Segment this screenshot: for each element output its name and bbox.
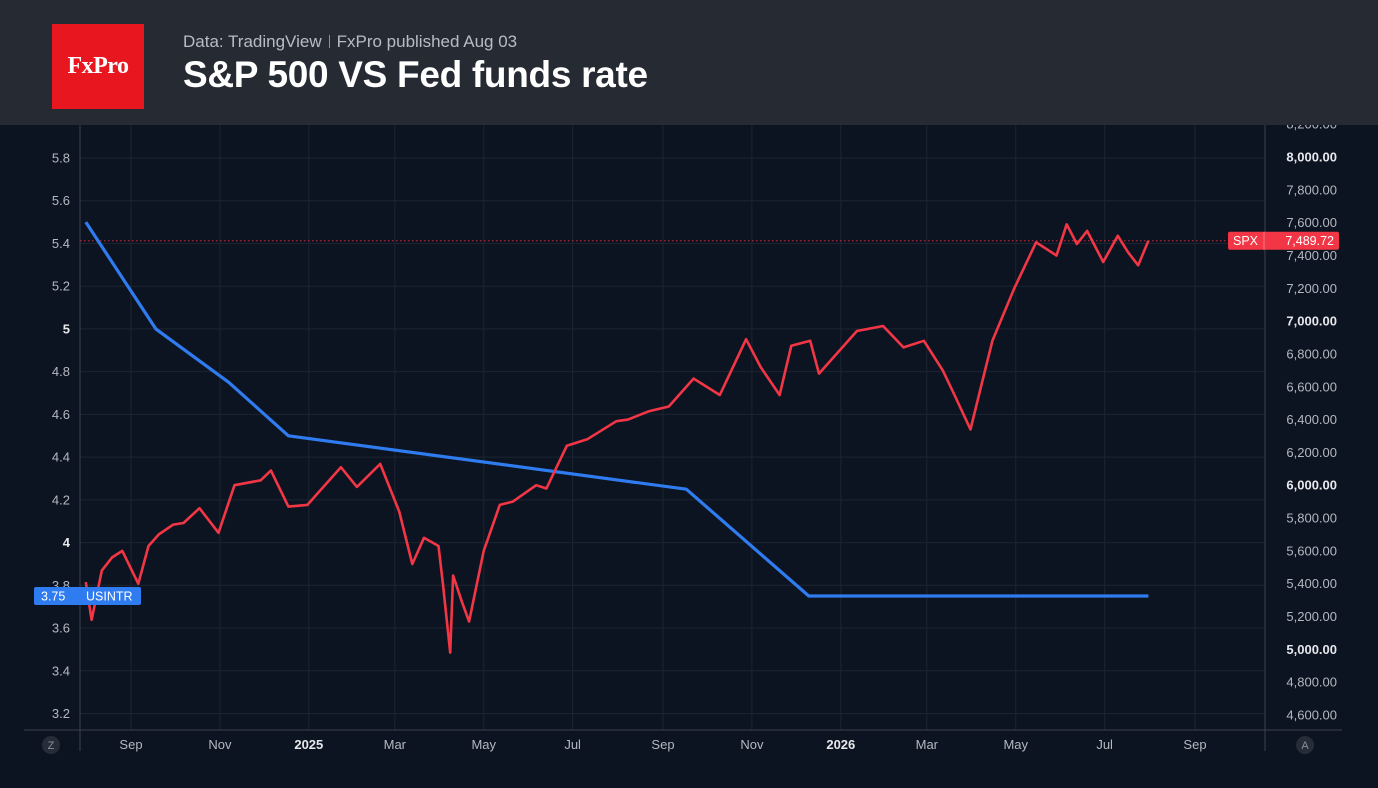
- x-tick-label: May: [471, 737, 496, 752]
- right-tick-label: 5,400.00: [1286, 576, 1337, 591]
- fxpro-logo: FxPro: [52, 24, 144, 109]
- right-tick-label: 4,800.00: [1286, 675, 1337, 690]
- left-tick-label: 4: [63, 535, 71, 550]
- left-tick-label: 5: [63, 321, 70, 336]
- right-tick-label: 7,000.00: [1286, 314, 1337, 329]
- x-tick-label: Jul: [564, 737, 581, 752]
- x-tick-label: Nov: [208, 737, 232, 752]
- right-tick-label: 5,800.00: [1286, 511, 1337, 526]
- spx-tag-bg: [1228, 231, 1339, 250]
- left-tick-label: 4.2: [52, 492, 70, 507]
- left-corner-badge: [42, 736, 60, 754]
- spx-tag-name: SPX: [1233, 234, 1259, 248]
- usintr-tag-bg: [34, 586, 141, 605]
- usintr-line: [84, 221, 1149, 598]
- left-tick-label: 3.6: [52, 621, 70, 636]
- right-tick-label: 5,600.00: [1286, 543, 1337, 558]
- x-tick-label: Mar: [916, 737, 939, 752]
- publish-info: FxPro published Aug 03: [336, 32, 518, 51]
- x-tick-label: Mar: [384, 737, 407, 752]
- right-tick-label: 6,800.00: [1286, 346, 1337, 361]
- right-tick-label: 7,800.00: [1286, 182, 1337, 197]
- right-tick-label: 7,600.00: [1286, 215, 1337, 230]
- spx-line: [84, 223, 1150, 654]
- left-tick-label: 4.8: [52, 364, 70, 379]
- right-tick-label: 6,600.00: [1286, 379, 1337, 394]
- usintr-tag-name: USINTR: [86, 589, 133, 603]
- x-tick-label: Jul: [1096, 737, 1113, 752]
- x-tick-label: 2025: [294, 737, 323, 752]
- x-tick-label: 2026: [826, 737, 855, 752]
- header-bar: FxPro Data: TradingView FxPro published A…: [0, 0, 1378, 125]
- axes: [24, 125, 1342, 751]
- x-tick-label: Sep: [651, 737, 674, 752]
- left-tick-label: 5.8: [52, 151, 70, 166]
- logo-text: FxPro: [67, 53, 129, 79]
- chart-subtitle: Data: TradingView FxPro published Aug 03: [183, 32, 517, 52]
- right-tick-label: 4,600.00: [1286, 708, 1337, 723]
- right-tick-label: 5,000.00: [1286, 642, 1337, 657]
- right-tick-label: 5,200.00: [1286, 609, 1337, 624]
- left-corner-label: Z: [48, 740, 55, 752]
- right-tick-label: 7,400.00: [1286, 248, 1337, 263]
- tick-labels: Sep Nov 2025 Mar May Jul Sep Nov 2026 Mar May Jul Se…: [52, 125, 1337, 752]
- chart-title: S&P 500 VS Fed funds rate: [183, 54, 648, 95]
- left-tick-label: 5.2: [52, 279, 70, 294]
- value-tags: SPX 7,489.72 3.75 USINTR Z A: [34, 231, 1339, 754]
- right-tick-label: 6,200.00: [1286, 445, 1337, 460]
- usintr-tag-value: 3.75: [41, 589, 65, 603]
- left-tick-label: 4.4: [52, 450, 70, 465]
- right-tick-label: 6,000.00: [1286, 478, 1337, 493]
- right-tick-label: 8,000.00: [1286, 150, 1337, 165]
- x-tick-label: Sep: [119, 737, 142, 752]
- right-tick-label: 6,400.00: [1286, 412, 1337, 427]
- x-tick-label: May: [1003, 737, 1028, 752]
- x-tick-label: Sep: [1183, 737, 1206, 752]
- left-tick-label: 3.4: [52, 663, 70, 678]
- spx-tag-value: 7,489.72: [1285, 234, 1334, 248]
- data-source: Data: TradingView: [183, 32, 322, 51]
- chart-area: Sep Nov 2025 Mar May Jul Sep Nov 2026 Mar May Jul Se…: [24, 125, 1342, 754]
- left-tick-label: 4.6: [52, 407, 70, 422]
- right-tick-label: 8,200.00: [1286, 125, 1337, 132]
- right-corner-badge: [1296, 736, 1314, 754]
- grid-lines: [80, 125, 1265, 730]
- subtitle-separator: [328, 35, 330, 48]
- left-tick-label: 5.6: [52, 193, 70, 208]
- left-tick-label: 3.2: [52, 706, 70, 721]
- right-tick-label: 7,200.00: [1286, 281, 1337, 296]
- right-corner-label: A: [1301, 740, 1309, 752]
- x-tick-label: Nov: [740, 737, 764, 752]
- left-tick-label: 5.4: [52, 236, 70, 251]
- series-layer: [80, 221, 1228, 654]
